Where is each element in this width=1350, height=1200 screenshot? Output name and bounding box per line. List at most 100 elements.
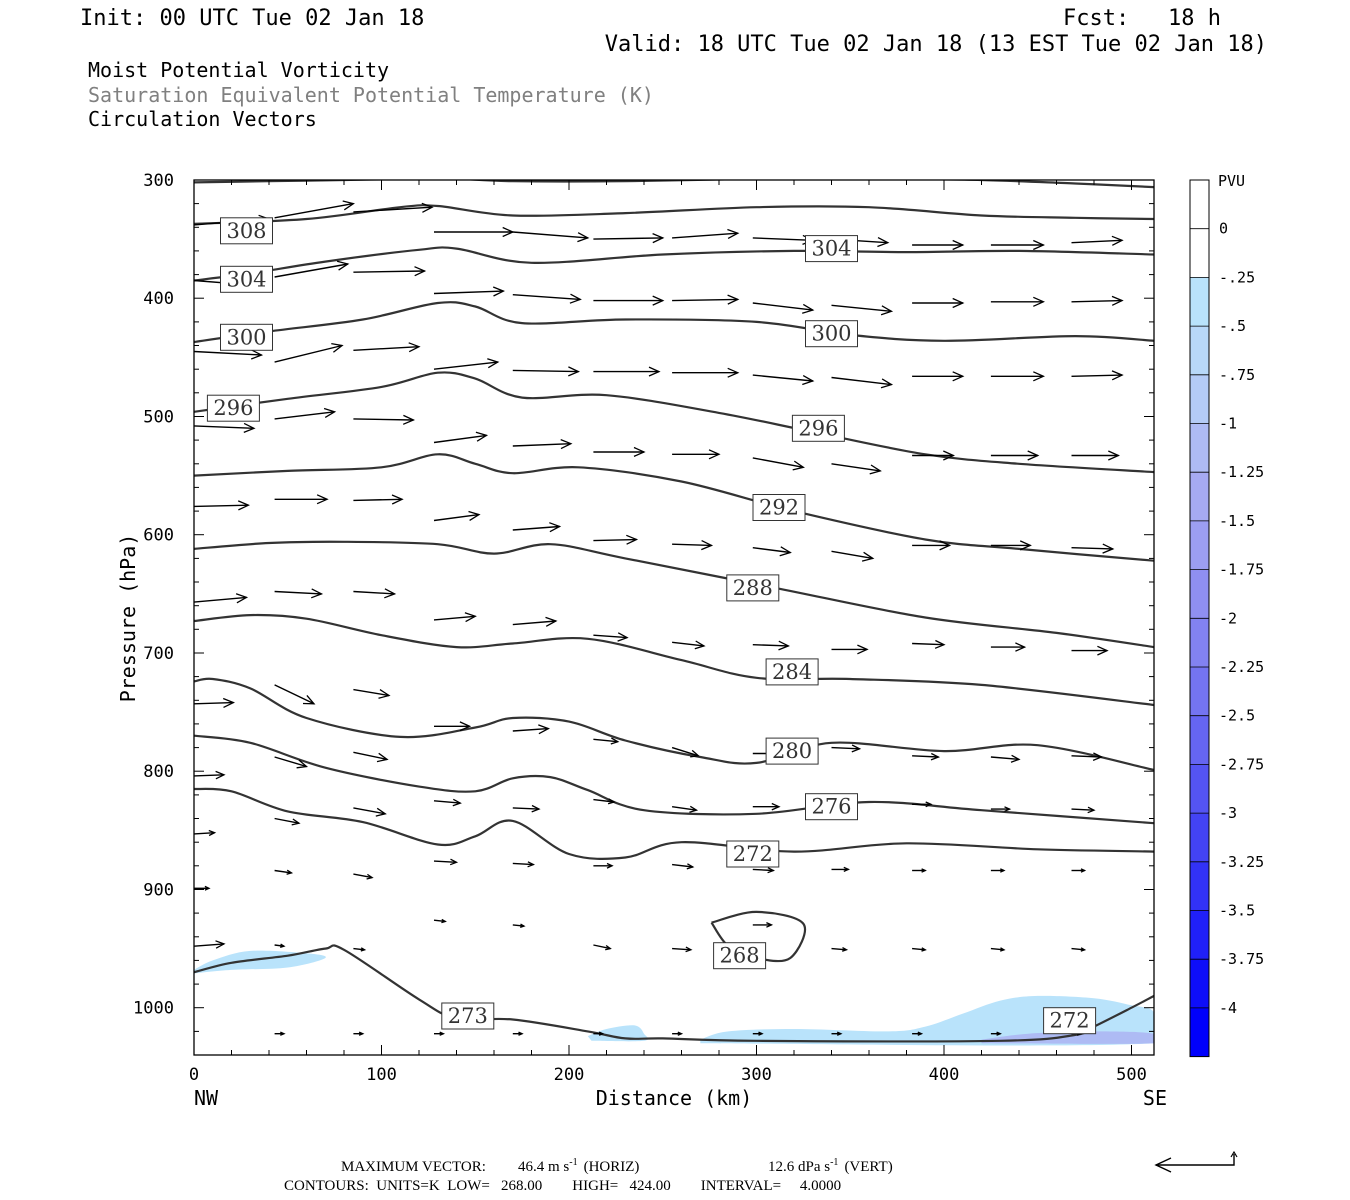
vector-shaft — [672, 543, 712, 547]
vector-head — [685, 946, 693, 953]
colorbar-swatch — [1190, 667, 1209, 716]
colorbar-swatch — [1190, 715, 1209, 765]
vector-shaft — [194, 425, 255, 429]
y-tick-label: 600 — [143, 526, 174, 546]
vector-head — [549, 522, 562, 533]
vector-head — [802, 303, 815, 314]
contour-label: 272 — [1043, 1007, 1097, 1035]
vector-head — [1080, 868, 1087, 873]
vector-arrow — [593, 632, 629, 642]
vector-shaft — [672, 863, 693, 868]
vector-arrow — [353, 807, 387, 817]
vector-arrow — [1071, 543, 1115, 554]
vector-head — [414, 266, 427, 277]
vector-head — [1108, 450, 1120, 461]
vector-arrow — [274, 588, 324, 599]
vector-arrow — [752, 234, 815, 246]
vector-arrow — [1071, 295, 1124, 306]
title-vectors: Circulation Vectors — [88, 107, 317, 131]
vector-head — [869, 464, 882, 475]
vector-head — [626, 534, 639, 545]
vector-arrow — [672, 367, 740, 378]
vector-shaft — [831, 746, 860, 750]
vector-head — [1019, 540, 1032, 551]
contours-info: CONTOURS: UNITS=K LOW= 268.00 HIGH= 424.… — [284, 1178, 841, 1194]
vector-shaft — [593, 738, 618, 743]
vector-arrow — [353, 342, 421, 353]
vector-shaft — [752, 457, 804, 468]
vector-arrow — [512, 923, 526, 929]
contour-label-box — [713, 942, 767, 970]
vector-head — [358, 1031, 365, 1036]
vector-shaft — [831, 463, 881, 472]
colorbar-level-label: -2.75 — [1219, 755, 1264, 773]
vector-head — [952, 239, 965, 251]
colorbar-level-label: -2 — [1219, 609, 1237, 627]
vector-head — [766, 922, 774, 928]
vector-head — [952, 371, 965, 382]
vector-head — [408, 342, 421, 353]
vector-arrow — [831, 376, 894, 389]
colorbar-swatch — [1190, 180, 1209, 229]
vector-head — [323, 407, 337, 418]
theta-contour-4 — [194, 371, 1154, 474]
vector-arrow — [990, 642, 1027, 652]
vector-arrow — [912, 868, 927, 873]
contour-label-box — [765, 658, 819, 686]
vector-arrow — [990, 947, 1006, 952]
vector-shaft — [433, 361, 498, 370]
vector-head — [1102, 543, 1115, 554]
vector-head — [459, 721, 472, 732]
vector-arrow — [752, 640, 790, 651]
colorbar-swatch — [1190, 861, 1209, 911]
vector-head — [767, 867, 776, 874]
vector-shaft — [1071, 755, 1102, 758]
vector-arrow — [990, 450, 1040, 461]
contour-label: 288 — [726, 574, 780, 602]
vector-arrow — [512, 861, 536, 868]
vector-head — [538, 724, 550, 735]
vector-head — [689, 805, 699, 813]
vector-arrow — [831, 866, 850, 872]
vector-head — [686, 863, 695, 870]
colorbar-level-label: -1 — [1219, 415, 1237, 433]
contour-label-text: 296 — [213, 396, 253, 420]
theta-contour-6 — [194, 540, 1154, 649]
vector-arrow — [912, 297, 965, 309]
colorbar-swatch — [1190, 277, 1209, 327]
contour-label: 292 — [752, 494, 806, 521]
vector-head — [880, 305, 894, 316]
contour-label: 276 — [805, 793, 858, 821]
vector-head — [701, 540, 714, 551]
vector-arrow — [752, 1031, 764, 1036]
vector-head — [1092, 752, 1104, 762]
contour-label-text: 273 — [448, 1004, 488, 1028]
vector-shaft — [1071, 547, 1113, 550]
colorbar-swatch — [1190, 569, 1209, 619]
vector-arrow — [672, 1031, 684, 1036]
contour-label: 304 — [220, 265, 273, 293]
vector-shaft — [353, 418, 414, 421]
vector-shaft — [353, 688, 390, 697]
contour-label-box — [765, 737, 819, 765]
vector-shaft — [672, 298, 738, 302]
vector-shaft — [593, 798, 615, 803]
colorbar-swatch — [1190, 959, 1209, 1008]
vector-head — [492, 286, 505, 297]
vector-head — [999, 947, 1006, 952]
x-tick-label: 0 — [189, 1065, 199, 1085]
vector-head — [1033, 239, 1045, 251]
vector-head — [215, 770, 226, 780]
pv-colorbar — [1189, 179, 1210, 1058]
colorbar-level-label: -1.5 — [1219, 512, 1255, 530]
vector-shaft — [831, 550, 873, 560]
vector-arrow — [353, 751, 389, 763]
vert-tag: (VERT) — [844, 1159, 892, 1175]
vector-head — [342, 200, 355, 211]
contour-label: 296 — [791, 414, 845, 442]
vector-shaft — [353, 590, 395, 595]
contour-label: 280 — [765, 737, 819, 765]
vector-arrow — [593, 737, 620, 745]
contour-label: 268 — [713, 942, 767, 970]
vector-arrow — [912, 639, 946, 649]
